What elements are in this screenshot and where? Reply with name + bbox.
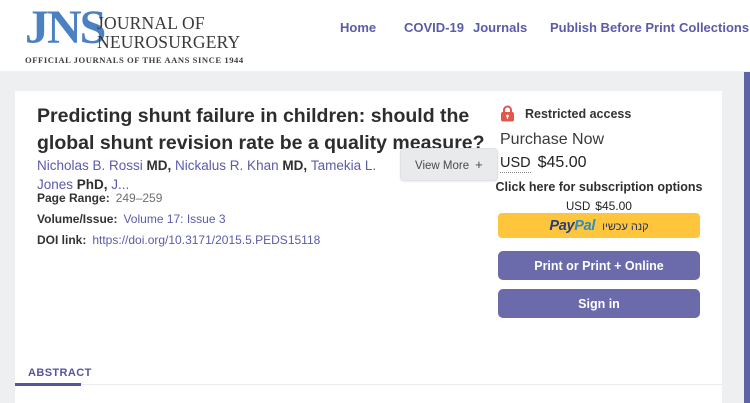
subscription-price-row: USD $45.00 — [498, 199, 700, 215]
nav-item-journals[interactable]: Journals — [473, 20, 528, 35]
view-more-button[interactable]: View More + — [400, 148, 498, 181]
logo-title: JOURNAL OF NEUROSURGERY — [97, 13, 241, 52]
nav-item-home[interactable]: Home — [340, 20, 377, 35]
nav-item-covid19[interactable]: COVID-19 — [404, 20, 464, 35]
author-degree: PhD, — [73, 177, 112, 192]
subscription-currency-code: USD — [566, 201, 591, 215]
author-link[interactable]: J... — [111, 177, 130, 192]
tab-abstract-label: ABSTRACT — [28, 367, 92, 379]
tab-abstract[interactable]: ABSTRACT — [15, 359, 105, 386]
sign-in-button[interactable]: Sign in — [498, 289, 700, 318]
page-range-value: 249–259 — [115, 191, 163, 205]
purchase-now-heading: Purchase Now — [500, 131, 605, 148]
subscription-price-value: $45.00 — [595, 199, 632, 213]
currency-code[interactable]: USD — [500, 155, 531, 173]
paypal-buy-button[interactable]: PayPal קנה עכשיו — [498, 213, 700, 238]
nav-item-publish-before-print[interactable]: Publish Before Print — [550, 20, 675, 35]
paypal-cta-label: קנה עכשיו — [602, 220, 649, 233]
author-link[interactable]: Tamekia L. Jones — [37, 158, 377, 192]
restricted-access-row: Restricted access — [500, 105, 631, 122]
subscription-options-label: Click here for subscription options — [495, 180, 703, 194]
lock-icon — [501, 105, 514, 122]
article-metadata: Page Range: 249–259 Volume/Issue: Volume 1… — [37, 188, 320, 251]
tab-active-underline — [15, 383, 81, 386]
subscription-options-link[interactable]: Click here for subscription options — [495, 180, 703, 194]
volume-issue-link[interactable]: Volume 17: Issue 3 — [123, 212, 226, 226]
author-degree: MD, — [142, 158, 176, 173]
volume-issue-row: Volume/Issue: Volume 17: Issue 3 — [37, 209, 320, 230]
author-link[interactable]: Nicholas B. Rossi — [37, 158, 143, 173]
tab-divider — [15, 384, 722, 385]
doi-label: DOI link: — [37, 233, 87, 247]
logo-tagline: OFFICIAL JOURNALS OF THE AANS SINCE 1944 — [25, 55, 244, 65]
author-link[interactable]: Nickalus R. Khan — [175, 158, 279, 173]
restricted-access-label: Restricted access — [525, 106, 632, 121]
doi-row: DOI link: https://doi.org/10.3171/2015.5.… — [37, 230, 320, 251]
paypal-logo: PayPal — [549, 217, 596, 234]
print-or-print-online-button[interactable]: Print or Print + Online — [498, 251, 700, 280]
volume-issue-label: Volume/Issue: — [37, 212, 118, 226]
article-title: Predicting shunt failure in children: sh… — [37, 105, 485, 154]
article-tab-bar: ABSTRACT — [15, 359, 722, 387]
author-list: Nicholas B. Rossi MD, Nickalus R. Khan M… — [37, 156, 407, 194]
price-value: $45.00 — [537, 154, 587, 171]
nav-item-collections[interactable]: Collections — [679, 20, 750, 35]
page-range-row: Page Range: 249–259 — [37, 188, 320, 209]
price-row: USD $45.00 — [500, 154, 587, 173]
view-more-label: View More — [415, 160, 470, 172]
site-header: JNS JOURNAL OF NEUROSURGERY OFFICIAL JOU… — [0, 0, 750, 71]
doi-link[interactable]: https://doi.org/10.3171/2015.5.PEDS15118 — [92, 233, 321, 247]
plus-icon: + — [475, 157, 483, 172]
scrollbar-thumb[interactable] — [744, 72, 750, 403]
article-card: Predicting shunt failure in children: sh… — [15, 91, 722, 403]
logo-acronym: JNS — [25, 1, 106, 54]
page-range-label: Page Range: — [37, 191, 110, 205]
author-degree: MD, — [278, 158, 311, 173]
